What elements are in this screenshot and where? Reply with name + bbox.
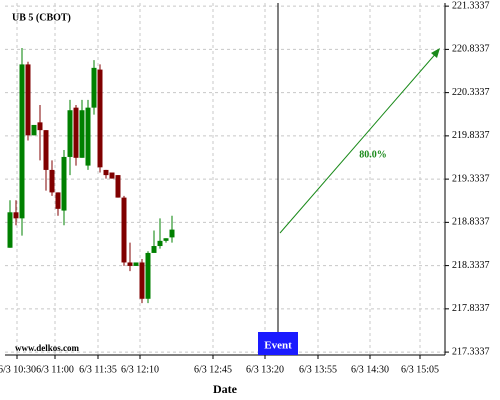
candle-body xyxy=(61,156,67,211)
candle-body xyxy=(97,69,103,168)
candle-body xyxy=(49,169,55,193)
candle-body xyxy=(145,252,151,299)
candle-body xyxy=(55,192,61,209)
candles xyxy=(7,47,175,304)
x-tick-label: 6/3 13:55 xyxy=(299,364,337,375)
candle-body xyxy=(85,107,91,166)
candle-body xyxy=(127,262,133,266)
candle-body xyxy=(163,238,169,241)
candle-body xyxy=(79,110,85,158)
x-tick-label: 6/3 14:30 xyxy=(351,364,389,375)
x-tick-label: 6/3 11:35 xyxy=(79,364,117,375)
y-tick-label: 218.8337 xyxy=(452,217,490,228)
y-tick-label: 218.3337 xyxy=(452,260,490,271)
candle-body xyxy=(67,110,73,157)
candle-body xyxy=(157,240,163,247)
candle-body xyxy=(19,64,25,219)
event-label: Event xyxy=(264,340,292,352)
grid xyxy=(5,3,445,355)
candle-body xyxy=(91,67,97,108)
y-tick-label: 219.8337 xyxy=(452,130,490,141)
candle-body xyxy=(139,262,145,299)
watermark: www.delkos.com xyxy=(15,343,80,353)
candle-body xyxy=(43,130,49,170)
arrow-head xyxy=(431,48,440,58)
candle-body xyxy=(169,229,175,238)
x-tick-label: 6/3 11:00 xyxy=(36,364,74,375)
candle-body xyxy=(103,169,109,176)
candle-body xyxy=(133,262,139,266)
candle-body xyxy=(151,246,157,253)
y-tick-label: 217.3337 xyxy=(452,346,490,357)
candle-body xyxy=(73,107,79,158)
y-tick-label: 220.8337 xyxy=(452,44,490,55)
x-axis-title: Date xyxy=(213,382,238,396)
x-tick-label: 6/3 12:45 xyxy=(194,364,232,375)
candle-body xyxy=(31,124,37,136)
projection-arrow xyxy=(279,50,439,234)
y-tick-label: 219.3337 xyxy=(452,173,490,184)
candle-body xyxy=(109,172,115,179)
candle-body xyxy=(7,212,13,248)
candle-body xyxy=(25,64,31,136)
y-tick-label: 220.3337 xyxy=(452,87,490,98)
y-tick-label: 221.3337 xyxy=(452,0,490,11)
x-tick-label: 6/3 12:10 xyxy=(121,364,159,375)
candle-body xyxy=(37,122,43,131)
event-box xyxy=(258,332,298,355)
x-tick-label: 6/3 15:05 xyxy=(401,364,439,375)
candle-body xyxy=(13,212,19,219)
x-tick-label: 6/3 13:20 xyxy=(246,364,284,375)
candle-body xyxy=(121,197,127,263)
chart-title: UB 5 (CBOT) xyxy=(12,12,71,23)
candle-body xyxy=(115,175,121,198)
projection-label: 80.0% xyxy=(359,149,387,160)
y-tick-label: 217.8337 xyxy=(452,303,490,314)
x-tick-label: 6/3 10:30 xyxy=(0,364,36,375)
